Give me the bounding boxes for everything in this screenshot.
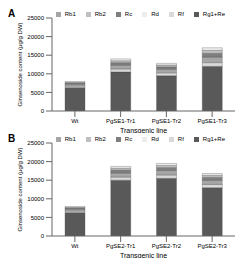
svg-text:0: 0 [41, 233, 45, 239]
svg-text:15000: 15000 [27, 52, 44, 58]
svg-text:PgSE2-Tr1: PgSE2-Tr1 [106, 243, 136, 249]
svg-text:PgSE1-Tr2: PgSE1-Tr2 [152, 118, 182, 124]
svg-text:5000: 5000 [31, 90, 45, 96]
svg-text:PgSE2-Tr2: PgSE2-Tr2 [152, 243, 182, 249]
html-text:Rd: Rd [151, 136, 159, 142]
svg-text:Ginsenoside content (μg/g DW): Ginsenoside content (μg/g DW) [17, 23, 23, 107]
html-text:A: A [8, 8, 16, 19]
svg-text:25000: 25000 [27, 140, 44, 146]
html-text:Rf: Rf [177, 11, 184, 17]
svg-text:PgSE1-Tr1: PgSE1-Tr1 [106, 118, 136, 124]
svg-text:Wt: Wt [71, 243, 79, 249]
html-text:Rg1+Re: Rg1+Re [202, 136, 225, 142]
html-text:Rd: Rd [151, 11, 159, 17]
html-text:Rc: Rc [124, 136, 133, 142]
svg-text:PgSE1-Tr3: PgSE1-Tr3 [197, 118, 227, 124]
svg-text:20000: 20000 [27, 34, 44, 40]
svg-text:Wt: Wt [71, 118, 79, 124]
svg-text:PgSE2-Tr3: PgSE2-Tr3 [197, 243, 227, 249]
svg-text:Transgenic line: Transgenic line [120, 252, 167, 258]
html-text:B: B [8, 133, 16, 144]
svg-text:20000: 20000 [27, 159, 44, 165]
svg-text:5000: 5000 [31, 215, 45, 221]
svg-text:15000: 15000 [27, 177, 44, 183]
html-text:Rb2: Rb2 [94, 11, 106, 17]
svg-text:Transgenic line: Transgenic line [120, 127, 167, 133]
svg-text:10000: 10000 [27, 196, 44, 202]
html-text:Rb1: Rb1 [64, 136, 76, 142]
html-text:Rb1: Rb1 [64, 11, 76, 17]
svg-text:10000: 10000 [27, 71, 44, 77]
html-text:Rb2: Rb2 [94, 136, 106, 142]
html-text:Rc: Rc [124, 11, 133, 17]
svg-text:0: 0 [41, 108, 45, 114]
html-text:Rf: Rf [177, 136, 184, 142]
svg-text:25000: 25000 [27, 15, 44, 21]
html-text:Rg1+Re: Rg1+Re [202, 11, 225, 17]
svg-text:Ginsenoside content (μg/g DW): Ginsenoside content (μg/g DW) [17, 148, 23, 232]
